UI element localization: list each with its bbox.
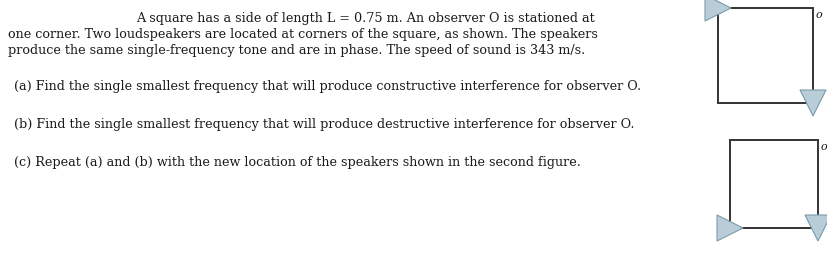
- Polygon shape: [716, 215, 742, 241]
- Text: (a) Find the single smallest frequency that will produce constructive interferen: (a) Find the single smallest frequency t…: [14, 80, 640, 93]
- Text: (c) Repeat (a) and (b) with the new location of the speakers shown in the second: (c) Repeat (a) and (b) with the new loca…: [14, 156, 581, 169]
- Text: produce the same single-frequency tone and are in phase. The speed of sound is 3: produce the same single-frequency tone a…: [8, 44, 585, 57]
- Bar: [729, 140, 817, 228]
- Bar: [717, 8, 812, 103]
- Text: A square has a side of length L = 0.75 m. An observer O is stationed at: A square has a side of length L = 0.75 m…: [136, 12, 594, 25]
- Text: (b) Find the single smallest frequency that will produce destructive interferenc: (b) Find the single smallest frequency t…: [14, 118, 633, 131]
- Polygon shape: [804, 215, 827, 241]
- Polygon shape: [799, 90, 825, 116]
- Polygon shape: [704, 0, 730, 21]
- Text: o: o: [815, 10, 822, 20]
- Text: one corner. Two loudspeakers are located at corners of the square, as shown. The: one corner. Two loudspeakers are located…: [8, 28, 597, 41]
- Text: o: o: [820, 142, 827, 152]
